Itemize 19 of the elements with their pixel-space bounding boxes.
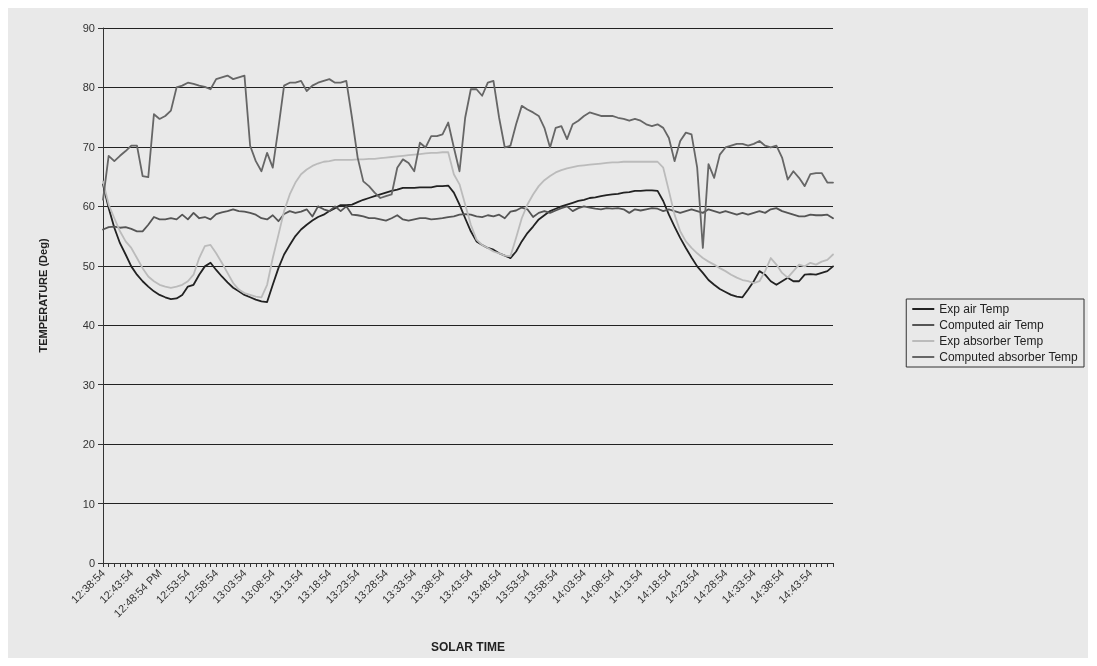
legend-label: Exp air Temp <box>939 302 1010 316</box>
y-tick-label: 20 <box>82 438 95 451</box>
x-axis-title: SOLAR TIME <box>431 640 505 654</box>
y-tick-label: 70 <box>82 140 95 153</box>
y-tick-label: 90 <box>82 22 95 34</box>
line-series <box>102 205 834 233</box>
line-series <box>102 74 834 249</box>
y-tick-label: 80 <box>82 81 95 94</box>
y-axis-title: TEMPERATURE (Deg) <box>36 238 49 353</box>
line-series <box>102 151 834 299</box>
y-tick-label: 10 <box>82 497 95 510</box>
y-tick-label: 40 <box>82 319 95 332</box>
y-tick-label: 0 <box>88 557 95 569</box>
legend-label: Computed absorber Temp <box>939 350 1079 364</box>
y-tick-label: 60 <box>82 200 95 213</box>
legend-label: Computed air Temp <box>939 318 1045 332</box>
y-tick-label: 50 <box>82 259 95 272</box>
y-tick-label: 30 <box>82 378 95 391</box>
legend-label: Exp absorber Temp <box>939 334 1044 348</box>
